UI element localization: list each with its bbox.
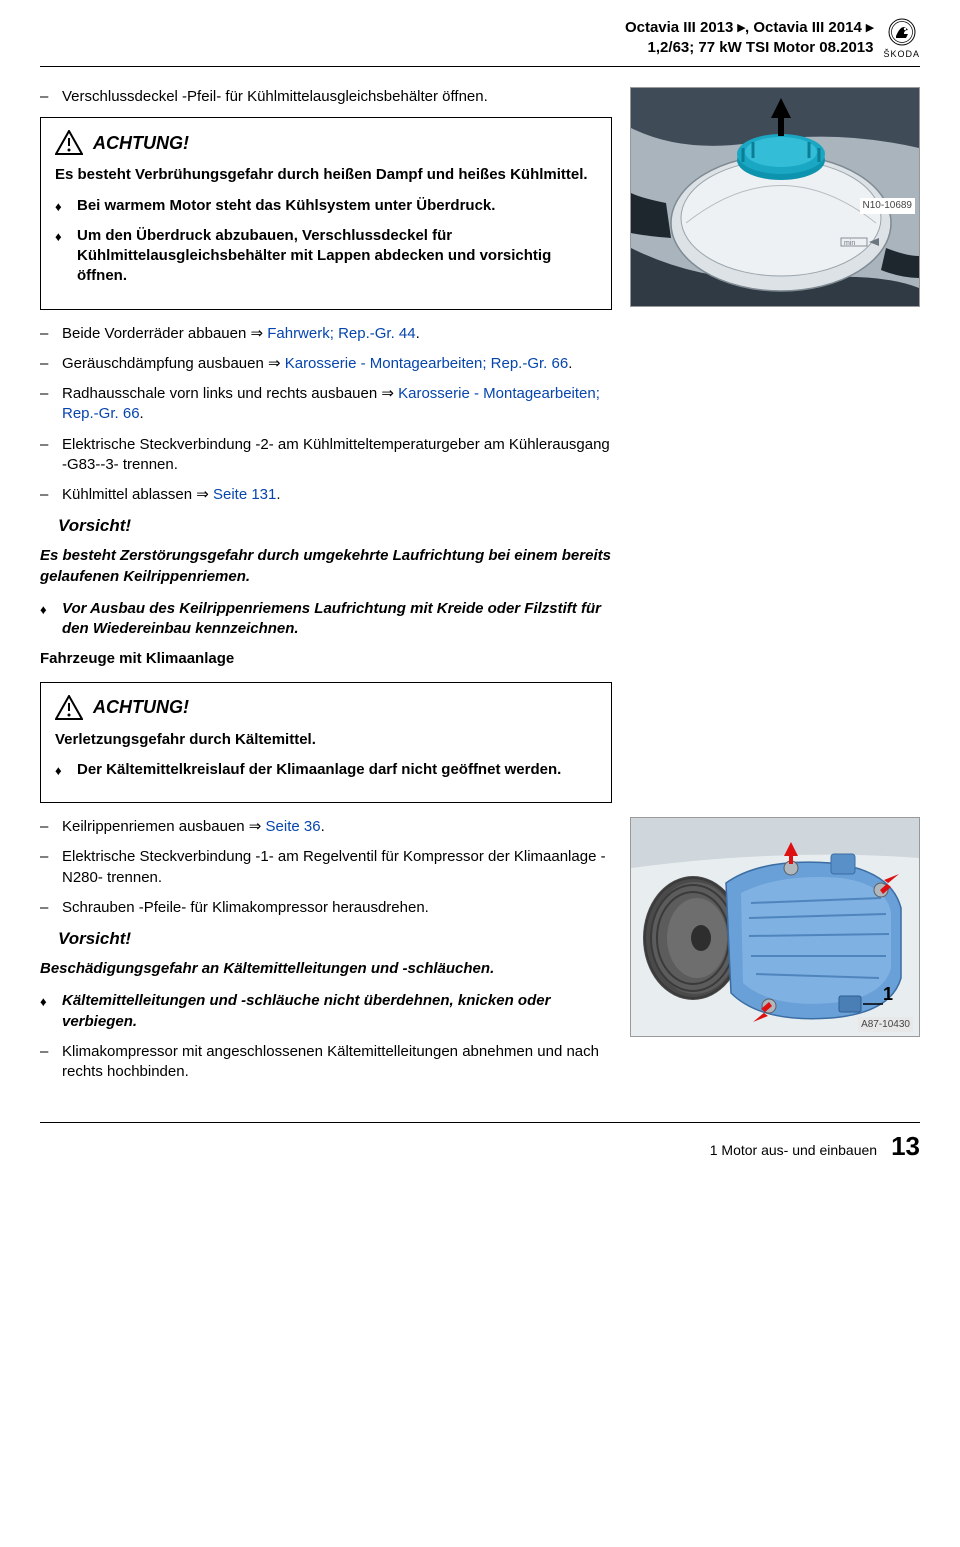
figure-2-callout: 1 bbox=[883, 982, 893, 1006]
caution2-bullet: Kältemittelleitungen und -schläuche nich… bbox=[40, 991, 612, 1032]
intro-list: Verschlussdeckel -Pfeil- für Kühlmittela… bbox=[40, 87, 612, 107]
figure-1: min N10-10689 bbox=[630, 87, 920, 307]
step-item: Kühlmittel ablassen ⇒ Seite 131. bbox=[40, 485, 612, 505]
page-footer: 1 Motor aus- und einbauen 13 bbox=[40, 1122, 920, 1164]
caution1-bullets: Vor Ausbau des Keilrippenriemens Laufric… bbox=[40, 599, 612, 640]
steps3-list: Klimakompressor mit angeschlossenen Kält… bbox=[40, 1042, 612, 1083]
xref-link[interactable]: Fahrwerk; Rep.-Gr. 44 bbox=[267, 325, 415, 342]
warning2-bullet: Der Kältemittelkreislauf der Klimaanlage… bbox=[55, 760, 597, 780]
warning1-title: ACHTUNG! bbox=[93, 131, 189, 155]
page-number: 13 bbox=[891, 1129, 920, 1164]
caution2-body: Beschädigungsgefahr an Kältemittelleitun… bbox=[40, 959, 612, 979]
warning1-body: Es besteht Verbrühungsgefahr durch heiße… bbox=[55, 165, 597, 185]
caution2-title: Vorsicht! bbox=[58, 928, 612, 951]
warning1-bullets: Bei warmem Motor steht das Kühlsystem un… bbox=[55, 196, 597, 287]
section-label: Fahrzeuge mit Klimaanlage bbox=[40, 649, 612, 669]
warning2-title: ACHTUNG! bbox=[93, 695, 189, 719]
svg-text:min: min bbox=[844, 240, 855, 247]
figure-2-ref: A87-10430 bbox=[858, 1017, 913, 1033]
intro-item: Verschlussdeckel -Pfeil- für Kühlmittela… bbox=[40, 87, 612, 107]
warning-triangle-icon bbox=[55, 695, 83, 720]
step-item: Schrauben -Pfeile- für Klimakompressor h… bbox=[40, 898, 612, 918]
step-item: Radhausschale vorn links und rechts ausb… bbox=[40, 384, 612, 425]
figure-2: 1 A87-10430 bbox=[630, 817, 920, 1037]
header-text: Octavia III 2013 ▸, Octavia III 2014 ▸ 1… bbox=[625, 18, 874, 59]
caution2-bullets: Kältemittelleitungen und -schläuche nich… bbox=[40, 991, 612, 1032]
warning-triangle-icon bbox=[55, 130, 83, 155]
step-item: Klimakompressor mit angeschlossenen Kält… bbox=[40, 1042, 612, 1083]
skoda-logo-icon bbox=[888, 18, 916, 46]
warning1-bullet: Bei warmem Motor steht das Kühlsystem un… bbox=[55, 196, 597, 216]
warning2-bullets: Der Kältemittelkreislauf der Klimaanlage… bbox=[55, 760, 597, 780]
skoda-logo: ŠKODA bbox=[883, 18, 920, 60]
warning1-bullet: Um den Überdruck abzubauen, Verschlussde… bbox=[55, 226, 597, 287]
step-item: Keilrippenriemen ausbauen ⇒ Seite 36. bbox=[40, 817, 612, 837]
warning-box-1: ACHTUNG! Es besteht Verbrühungsgefahr du… bbox=[40, 117, 612, 309]
xref-link[interactable]: Karosserie - Montagearbeiten; Rep.-Gr. 6… bbox=[285, 355, 568, 372]
header-line1: Octavia III 2013 ▸, Octavia III 2014 ▸ bbox=[625, 18, 874, 38]
brand-label: ŠKODA bbox=[883, 48, 920, 60]
page-header: Octavia III 2013 ▸, Octavia III 2014 ▸ 1… bbox=[40, 18, 920, 67]
figure-2-illustration bbox=[631, 818, 919, 1036]
figure-1-illustration: min bbox=[631, 88, 919, 306]
step-item: Beide Vorderräder abbauen ⇒ Fahrwerk; Re… bbox=[40, 324, 612, 344]
step-item: Geräuschdämpfung ausbauen ⇒ Karosserie -… bbox=[40, 354, 612, 374]
caution1-bullet: Vor Ausbau des Keilrippenriemens Laufric… bbox=[40, 599, 612, 640]
step-item: Elektrische Steckverbindung -1- am Regel… bbox=[40, 847, 612, 888]
warning2-body: Verletzungsgefahr durch Kältemittel. bbox=[55, 730, 597, 750]
xref-link[interactable]: Seite 36 bbox=[266, 818, 321, 835]
caution1-title: Vorsicht! bbox=[58, 515, 612, 538]
steps2-list: Keilrippenriemen ausbauen ⇒ Seite 36. El… bbox=[40, 817, 612, 918]
figure-1-ref: N10-10689 bbox=[860, 198, 915, 214]
header-line2: 1,2/63; 77 kW TSI Motor 08.2013 bbox=[625, 38, 874, 58]
footer-text: 1 Motor aus- und einbauen bbox=[710, 1141, 877, 1160]
caution1-body: Es besteht Zerstörungsgefahr durch umgek… bbox=[40, 546, 612, 587]
warning-box-2: ACHTUNG! Verletzungsgefahr durch Kältemi… bbox=[40, 682, 612, 804]
steps1-list: Beide Vorderräder abbauen ⇒ Fahrwerk; Re… bbox=[40, 324, 612, 506]
xref-link[interactable]: Seite 131 bbox=[213, 486, 276, 503]
step-item: Elektrische Steckverbindung -2- am Kühlm… bbox=[40, 435, 612, 476]
